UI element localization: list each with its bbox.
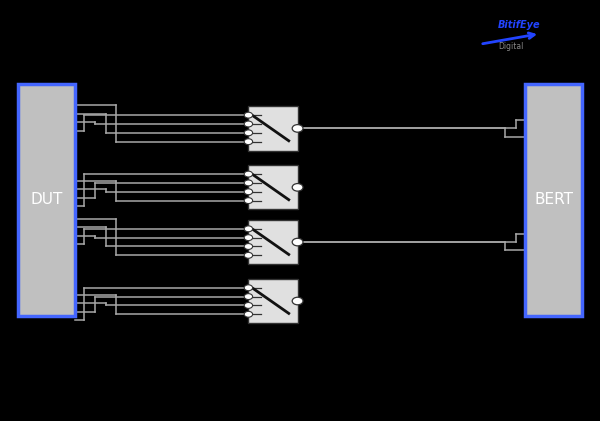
Circle shape (292, 238, 303, 246)
Circle shape (244, 189, 253, 195)
Circle shape (244, 303, 253, 309)
Circle shape (244, 139, 253, 145)
Circle shape (244, 180, 253, 186)
Circle shape (244, 130, 253, 136)
Circle shape (244, 294, 253, 300)
Circle shape (292, 297, 303, 305)
Circle shape (244, 171, 253, 177)
Circle shape (244, 243, 253, 249)
Circle shape (292, 125, 303, 132)
Bar (248, 220, 298, 264)
Circle shape (244, 226, 253, 232)
Circle shape (292, 184, 303, 191)
Circle shape (244, 252, 253, 258)
Text: BERT: BERT (534, 192, 573, 208)
Text: DUT: DUT (31, 192, 62, 208)
Bar (248, 107, 298, 151)
Text: BitifEye: BitifEye (498, 20, 541, 30)
Bar (18, 84, 75, 316)
Bar (248, 279, 298, 323)
Circle shape (244, 285, 253, 290)
Circle shape (244, 121, 253, 127)
Bar (525, 84, 582, 316)
Circle shape (244, 312, 253, 317)
Circle shape (244, 112, 253, 118)
Circle shape (244, 197, 253, 204)
Text: Digital: Digital (498, 42, 523, 51)
Bar (248, 165, 298, 209)
Circle shape (244, 234, 253, 241)
